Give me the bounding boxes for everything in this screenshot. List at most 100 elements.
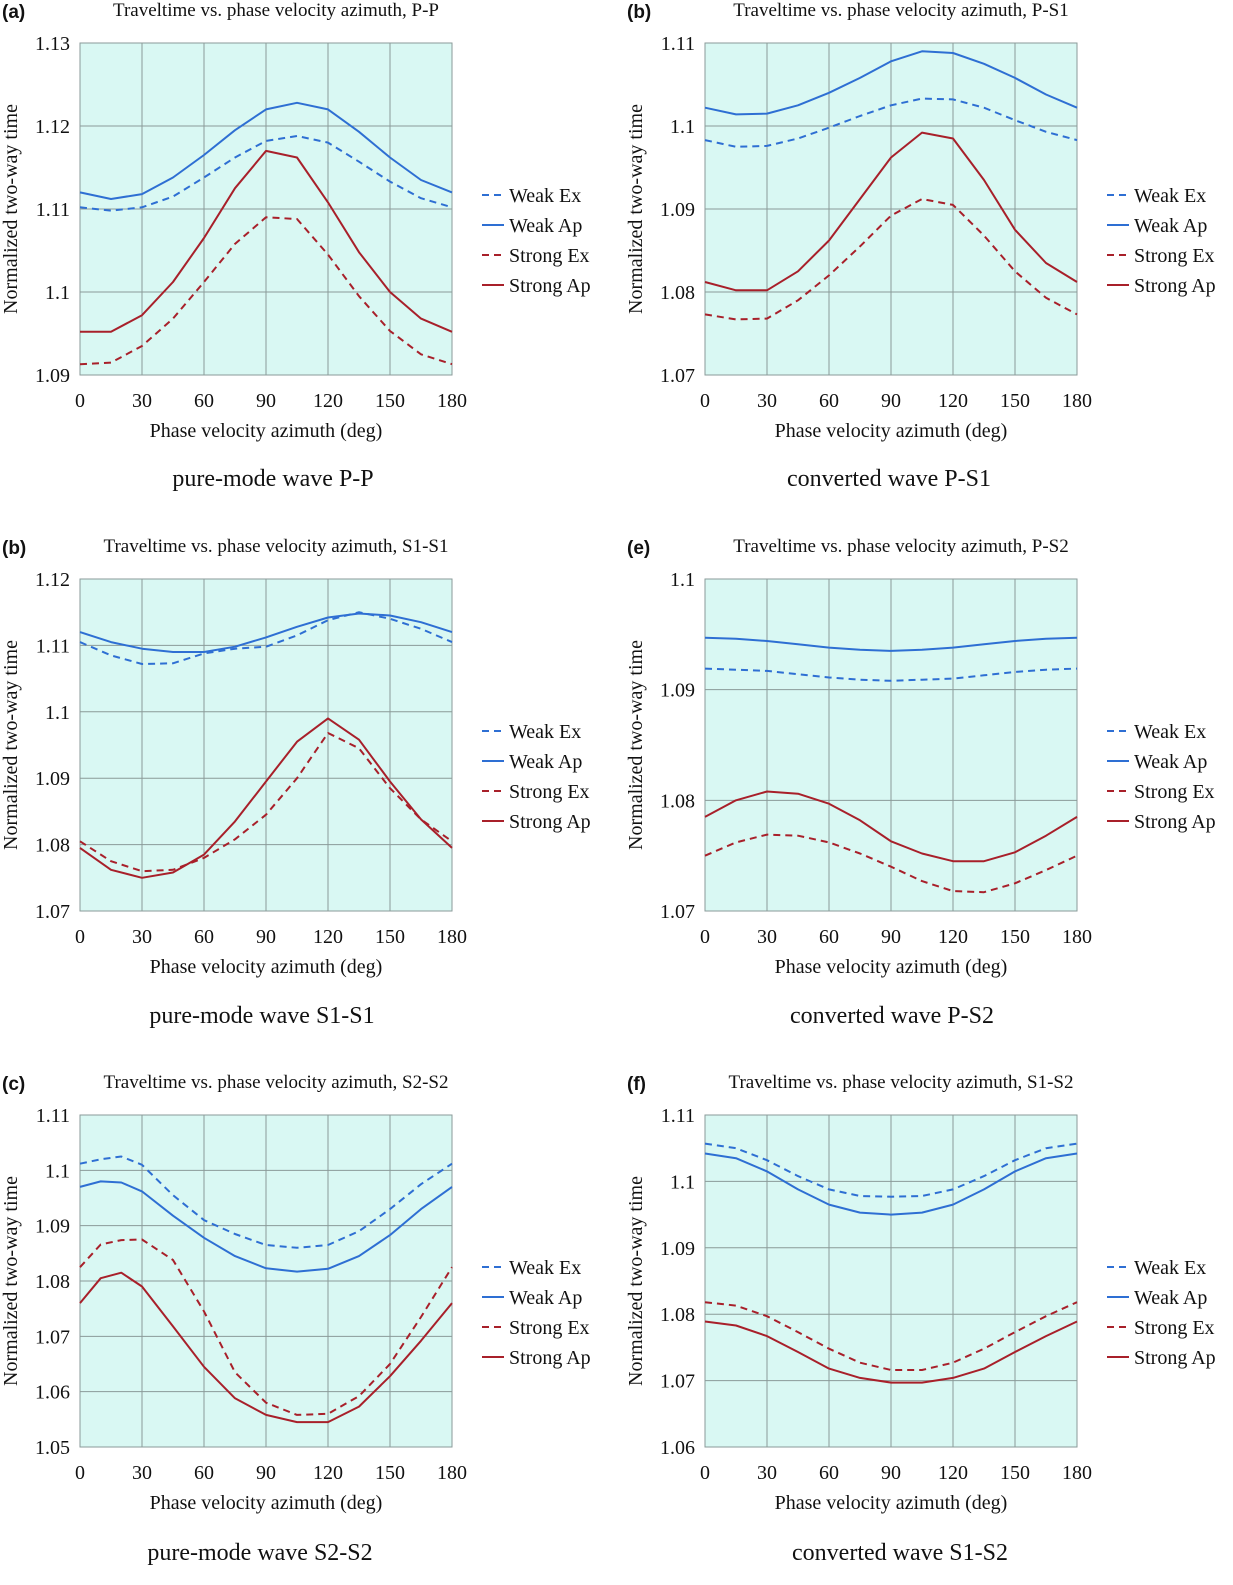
- x-tick-label: 180: [437, 926, 467, 948]
- y-axis-label: Normalized two-way time: [625, 640, 647, 850]
- x-tick-label: 90: [256, 926, 276, 948]
- x-tick-label: 0: [700, 1462, 710, 1484]
- legend-label: Weak Ap: [509, 1287, 582, 1309]
- x-tick-label: 150: [1000, 1462, 1030, 1484]
- x-tick-label: 90: [881, 390, 901, 412]
- x-axis-label: Phase velocity azimuth (deg): [775, 956, 1008, 978]
- x-tick-label: 120: [938, 926, 968, 948]
- series-line-strong-ex: [704, 833, 1078, 894]
- legend-label: Strong Ex: [1134, 781, 1215, 803]
- x-tick-label: 150: [375, 390, 405, 412]
- series-line-weak-ex: [79, 1155, 453, 1249]
- y-tick-label: 1.08: [660, 282, 695, 304]
- legend-label: Weak Ex: [1134, 185, 1206, 207]
- x-tick-label: 60: [194, 926, 214, 948]
- legend-label: Weak Ex: [1134, 721, 1206, 743]
- legend-label: Weak Ex: [509, 185, 581, 207]
- series-line-weak-ap: [704, 1152, 1078, 1216]
- caption-pp: pure-mode wave P-P: [172, 466, 374, 492]
- series-line-weak-ap: [79, 612, 453, 653]
- y-tick-label: 1.13: [35, 33, 70, 55]
- x-axis-label: Phase velocity azimuth (deg): [150, 1492, 383, 1514]
- x-axis-label: Phase velocity azimuth (deg): [775, 1492, 1008, 1514]
- x-tick-label: 0: [75, 1462, 85, 1484]
- y-tick-label: 1.09: [660, 199, 695, 221]
- series-line-strong-ex: [79, 216, 453, 366]
- series-line-strong-ap: [79, 717, 453, 879]
- legend-label: Weak Ex: [509, 1257, 581, 1279]
- y-tick-label: 1.08: [660, 790, 695, 812]
- legend-label: Strong Ap: [509, 811, 591, 833]
- y-tick-label: 1.12: [35, 569, 70, 591]
- chart-panel-2: 0 30 60 90 120 150 180 1.07 1.08 1.09 1.1 1.11 Phase…: [625, 0, 1216, 442]
- x-axis-label: Phase velocity azimuth (deg): [150, 420, 383, 442]
- series-line-weak-ap: [79, 1180, 453, 1273]
- panel-label: (b): [627, 2, 651, 23]
- chart-panel-5: 0 30 60 90 120 150 1801.051.061.071.081.091.11…: [0, 1072, 591, 1514]
- chart-title: Traveltime vs. phase velocity azimuth, S…: [729, 1072, 1074, 1093]
- series-line-strong-ex: [704, 1301, 1078, 1371]
- x-tick-label: 150: [375, 1462, 405, 1484]
- legend-label: Strong Ex: [1134, 245, 1215, 267]
- legend-label: Strong Ap: [1134, 811, 1216, 833]
- legend-label: Strong Ex: [1134, 1317, 1215, 1339]
- y-tick-label: 1.11: [36, 1105, 70, 1127]
- y-tick-label: 1.09: [35, 768, 70, 790]
- y-tick-label: 1.07: [660, 1371, 695, 1393]
- x-tick-label: 90: [881, 926, 901, 948]
- x-tick-label: 180: [1062, 1462, 1092, 1484]
- y-axis-label: Normalized two-way time: [0, 1176, 22, 1386]
- y-tick-label: 1.1: [670, 569, 695, 591]
- series-line-weak-ap: [79, 101, 453, 200]
- legend-label: Weak Ex: [1134, 1257, 1206, 1279]
- plot-frame: [79, 578, 453, 912]
- legend-label: Weak Ap: [1134, 751, 1207, 773]
- x-tick-label: 150: [375, 926, 405, 948]
- y-tick-label: 1.1: [45, 1160, 70, 1182]
- y-tick-label: 1.1: [670, 1171, 695, 1193]
- series-line-weak-ex: [704, 97, 1078, 148]
- x-tick-label: 30: [757, 1462, 777, 1484]
- series-line-weak-ex: [79, 135, 453, 212]
- series-line-strong-ap: [80, 149, 453, 333]
- y-tick-label: 1.09: [660, 680, 695, 702]
- panel-label: (c): [2, 1074, 25, 1095]
- chart-panel-4: 0 30 60 90 120 150 180 1.07 1.08 1.09 1.1 Phase vel…: [625, 536, 1216, 978]
- series-line-weak-ap: [704, 636, 1078, 652]
- plot-frame: [79, 42, 453, 376]
- y-tick-label: 1.12: [35, 116, 70, 138]
- legend-label: Weak Ap: [509, 751, 582, 773]
- panel-label: (f): [627, 1074, 646, 1095]
- series-line-strong-ap: [704, 1320, 1078, 1384]
- chart-title: Traveltime vs. phase velocity azimuth, P…: [733, 536, 1068, 557]
- legend-label: Strong Ex: [509, 245, 590, 267]
- panel-label: (e): [627, 538, 650, 559]
- y-tick-label: 1.09: [35, 365, 70, 387]
- x-tick-label: 60: [194, 1462, 214, 1484]
- y-tick-label: 1.1: [45, 282, 70, 304]
- y-axis-label: Normalized two-way time: [625, 104, 647, 314]
- x-tick-label: 30: [132, 926, 152, 948]
- caption-ps1: converted wave P-S1: [787, 466, 991, 492]
- panel-label: (b): [2, 538, 26, 559]
- y-tick-label: 1.09: [660, 1238, 695, 1260]
- y-tick-label: 1.07: [35, 901, 70, 923]
- chart-title: Traveltime vs. phase velocity azimuth, S…: [104, 1072, 449, 1093]
- x-tick-label: 120: [313, 390, 343, 412]
- plot-frame: [79, 1114, 453, 1448]
- legend-label: Strong Ap: [1134, 275, 1216, 297]
- x-tick-label: 180: [437, 390, 467, 412]
- x-axis-label: Phase velocity azimuth (deg): [150, 956, 383, 978]
- y-tick-label: 1.08: [35, 835, 70, 857]
- x-tick-label: 180: [1062, 926, 1092, 948]
- y-tick-label: 1.11: [36, 635, 70, 657]
- legend-label: Strong Ap: [1134, 1347, 1216, 1369]
- x-tick-label: 60: [194, 390, 214, 412]
- legend-label: Weak Ex: [509, 721, 581, 743]
- caption-s1s2: converted wave S1-S2: [792, 1540, 1008, 1566]
- y-tick-label: 1.07: [660, 901, 695, 923]
- series-line-strong-ap: [704, 790, 1078, 863]
- x-tick-label: 180: [437, 1462, 467, 1484]
- series-line-weak-ex: [79, 611, 453, 665]
